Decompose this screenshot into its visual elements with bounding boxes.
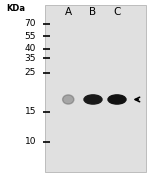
Text: 40: 40	[25, 44, 36, 53]
Ellipse shape	[108, 95, 126, 104]
Text: C: C	[113, 7, 121, 17]
Text: 25: 25	[25, 68, 36, 77]
Text: 55: 55	[24, 32, 36, 41]
Ellipse shape	[84, 95, 102, 104]
Text: A: A	[65, 7, 72, 17]
Text: 70: 70	[24, 19, 36, 28]
Text: 10: 10	[24, 137, 36, 146]
Text: 35: 35	[24, 54, 36, 63]
FancyBboxPatch shape	[45, 5, 146, 172]
Ellipse shape	[63, 95, 74, 104]
Text: 15: 15	[24, 107, 36, 116]
Text: KDa: KDa	[6, 4, 25, 13]
Text: B: B	[89, 7, 97, 17]
